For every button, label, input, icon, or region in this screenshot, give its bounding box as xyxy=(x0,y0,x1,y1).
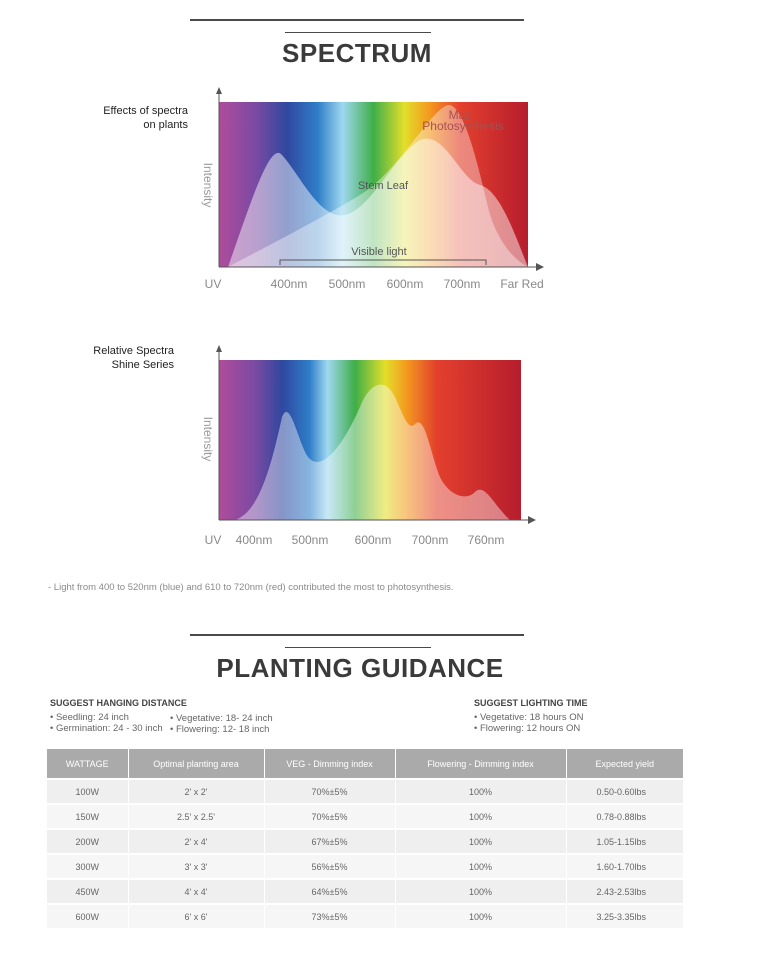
cell-veg-dimming: 73%±5% xyxy=(264,903,396,928)
y-axis-arrow xyxy=(216,87,222,94)
cell-veg-dimming: 67%±5% xyxy=(264,828,396,854)
chart2-side-label-line1: Relative Spectra xyxy=(93,345,174,357)
cell-wattage: 100W xyxy=(47,778,129,804)
chart2-tick-700: 700nm xyxy=(412,533,449,547)
chart2-tick-760: 760nm xyxy=(468,533,505,547)
lighting-flowering: Flowering: 12 hours ON xyxy=(474,723,583,734)
annot-max: Max xyxy=(449,108,472,122)
header-planting-area: Optimal planting area xyxy=(128,749,265,779)
chart1-side-label-line1: Effects of spectra xyxy=(103,105,188,117)
annot-photosynthesis: Photosynthesis xyxy=(422,119,503,133)
cell-flowering-dimming: 100% xyxy=(395,778,567,804)
hanging-germination: Germination: 24 - 30 inch xyxy=(50,723,163,734)
cell-planting-area: 3' x 3' xyxy=(128,853,265,879)
chart2-tick-400: 400nm xyxy=(236,533,273,547)
cell-planting-area: 2.5' x 2.5' xyxy=(128,803,265,829)
spectrum-chart-effects: Intensity Max Photosynthesis Stem Leaf V… xyxy=(201,87,544,291)
lighting-vegetative: Vegetative: 18 hours ON xyxy=(474,712,584,723)
cell-expected-yield: 1.60-1.70lbs xyxy=(566,853,683,879)
header-flowering-dimming: Flowering - Dimming index xyxy=(395,749,567,779)
chart2-tick-uv: UV xyxy=(205,533,222,547)
header-veg-dimming: VEG - Dimming index xyxy=(264,749,396,779)
cell-wattage: 300W xyxy=(47,853,129,879)
guidance-title: PLANTING GUIDANCE xyxy=(216,653,504,683)
photosynthesis-note: - Light from 400 to 520nm (blue) and 610… xyxy=(48,582,454,593)
cell-expected-yield: 3.25-3.35lbs xyxy=(566,903,683,928)
cell-wattage: 600W xyxy=(47,903,129,928)
chart1-tick-uv: UV xyxy=(205,277,222,291)
stem-leaf-curve xyxy=(228,138,528,267)
cell-expected-yield: 0.50-0.60lbs xyxy=(566,778,683,804)
cell-veg-dimming: 70%±5% xyxy=(264,778,396,804)
header-expected-yield: Expected yield xyxy=(566,749,683,779)
table-row: 450W 4' x 4' 64%±5% 100% 2.43-2.53lbs xyxy=(47,878,683,904)
annot-stem-leaf: Stem Leaf xyxy=(358,180,409,192)
spectrum-band xyxy=(219,360,521,520)
chart2-tick-500: 500nm xyxy=(292,533,329,547)
hanging-seedling: Seedling: 24 inch xyxy=(50,712,163,723)
cell-planting-area: 2' x 4' xyxy=(128,828,265,854)
title-underline xyxy=(285,32,431,33)
chart1-side-label-line2: on plants xyxy=(143,119,188,131)
photosynthesis-curve xyxy=(228,104,528,267)
cell-flowering-dimming: 100% xyxy=(395,878,567,904)
table-row: 600W 6' x 6' 73%±5% 100% 3.25-3.35lbs xyxy=(47,903,683,928)
hanging-flowering: Flowering: 12- 18 inch xyxy=(170,724,273,735)
chart1-tick-700: 700nm xyxy=(444,277,481,291)
cell-flowering-dimming: 100% xyxy=(395,828,567,854)
cell-veg-dimming: 70%±5% xyxy=(264,803,396,829)
table-row: 200W 2' x 4' 67%±5% 100% 1.05-1.15lbs xyxy=(47,828,683,854)
chart1-tick-500: 500nm xyxy=(329,277,366,291)
cell-wattage: 450W xyxy=(47,878,129,904)
hanging-distance-heading: SUGGEST HANGING DISTANCE xyxy=(50,698,187,708)
spectrum-band xyxy=(219,102,528,267)
chart2-side-label: Relative Spectra Shine Series xyxy=(46,344,174,372)
chart1-tick-400: 400nm xyxy=(271,277,308,291)
spectrum-title: SPECTRUM xyxy=(282,38,432,68)
chart1-tick-600: 600nm xyxy=(387,277,424,291)
x-axis-arrow xyxy=(536,263,544,271)
cell-expected-yield: 0.78-0.88lbs xyxy=(566,803,683,829)
top-rule xyxy=(190,19,524,21)
chart2-tick-600: 600nm xyxy=(355,533,392,547)
lighting-time-heading: SUGGEST LIGHTING TIME xyxy=(474,698,588,708)
hanging-vegetative: Vegetative: 18- 24 inch xyxy=(170,713,273,724)
x-axis-arrow xyxy=(528,516,536,524)
cell-flowering-dimming: 100% xyxy=(395,803,567,829)
chart1-y-label: Intensity xyxy=(201,163,215,208)
table-row: 100W 2' x 2' 70%±5% 100% 0.50-0.60lbs xyxy=(47,778,683,804)
table-header-row: WATTAGE Optimal planting area VEG - Dimm… xyxy=(47,749,683,779)
cell-planting-area: 4' x 4' xyxy=(128,878,265,904)
cell-planting-area: 6' x 6' xyxy=(128,903,265,928)
chart1-side-label: Effects of spectra on plants xyxy=(60,104,188,132)
cell-wattage: 150W xyxy=(47,803,129,829)
chart2-side-label-line2: Shine Series xyxy=(111,359,174,371)
hanging-distance-list-2: Vegetative: 18- 24 inch Flowering: 12- 1… xyxy=(170,713,273,735)
hanging-distance-list-1: Seedling: 24 inch Germination: 24 - 30 i… xyxy=(50,712,163,734)
cell-veg-dimming: 64%±5% xyxy=(264,878,396,904)
chart2-y-label: Intensity xyxy=(201,417,215,462)
cell-flowering-dimming: 100% xyxy=(395,903,567,928)
lighting-time-list: Vegetative: 18 hours ON Flowering: 12 ho… xyxy=(474,712,584,734)
cell-flowering-dimming: 100% xyxy=(395,853,567,879)
annot-visible-light: Visible light xyxy=(351,246,406,258)
header-wattage: WATTAGE xyxy=(47,749,129,779)
shine-series-curve xyxy=(235,384,510,520)
cell-planting-area: 2' x 2' xyxy=(128,778,265,804)
table-row: 150W 2.5' x 2.5' 70%±5% 100% 0.78-0.88lbs xyxy=(47,803,683,829)
cell-expected-yield: 1.05-1.15lbs xyxy=(566,828,683,854)
guidance-title-underline xyxy=(285,647,431,648)
cell-veg-dimming: 56%±5% xyxy=(264,853,396,879)
spectrum-chart-relative: Intensity UV 400nm 500nm 600nm 700nm 760… xyxy=(201,345,536,547)
table-row: 300W 3' x 3' 56%±5% 100% 1.60-1.70lbs xyxy=(47,853,683,879)
y-axis-arrow xyxy=(216,345,222,352)
planting-guidance-table: WATTAGE Optimal planting area VEG - Dimm… xyxy=(47,749,683,928)
visible-light-bracket xyxy=(279,259,487,265)
cell-wattage: 200W xyxy=(47,828,129,854)
chart1-tick-far-red: Far Red xyxy=(500,277,543,291)
cell-expected-yield: 2.43-2.53lbs xyxy=(566,878,683,904)
guidance-top-rule xyxy=(190,634,524,636)
